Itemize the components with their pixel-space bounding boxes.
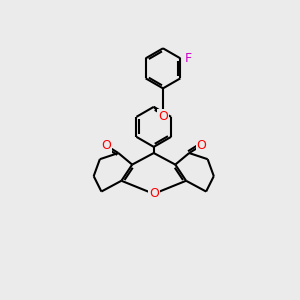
Text: F: F	[184, 52, 192, 65]
Text: O: O	[101, 139, 111, 152]
Text: O: O	[149, 187, 159, 200]
Text: O: O	[196, 139, 206, 152]
Text: O: O	[158, 110, 168, 123]
